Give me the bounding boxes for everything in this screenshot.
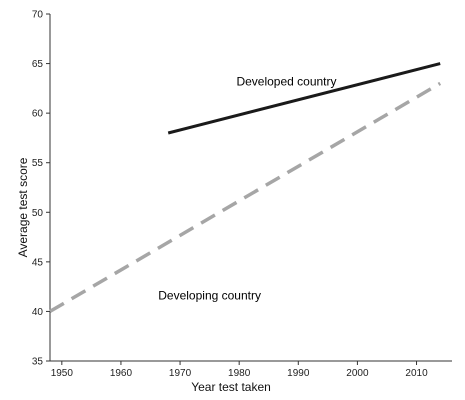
y-tick-label: 40 [32,307,44,318]
y-tick-label: 60 [32,109,44,120]
x-tick-label: 1970 [169,368,192,379]
y-tick-label: 50 [32,208,44,219]
y-tick-label: 55 [32,158,44,169]
axes [49,14,452,362]
x-tick-label: 1980 [228,368,251,379]
series-line-developing-country [49,81,442,313]
series-label-developed-country: Developed country [236,74,336,88]
x-axis-title: Year test taken [191,380,271,394]
x-tick-label: 1960 [110,368,133,379]
y-axis-title: Average test score [16,157,30,257]
x-tick-label: 1990 [287,368,310,379]
y-tick-label: 65 [32,59,44,70]
series-label-developing-country: Developing country [158,289,261,303]
x-tick-label: 2000 [346,368,369,379]
x-tick-label: 1950 [51,368,74,379]
y-tick-label: 70 [32,10,44,21]
series [49,62,442,313]
y-tick-label: 35 [32,357,44,368]
y-ticks: 35 40 45 50 55 60 65 70 [32,10,50,368]
x-tick-label: 2010 [405,368,428,379]
series-line-developed-country [167,62,441,135]
x-ticks: 1950 1960 1970 1980 1990 2000 2010 [51,361,428,379]
y-tick-label: 45 [32,257,44,268]
